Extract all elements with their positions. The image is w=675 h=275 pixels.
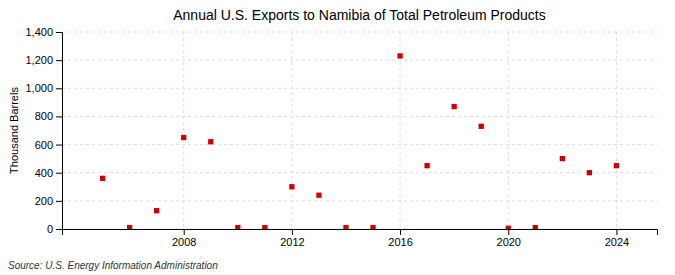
grid-line-x <box>291 32 292 229</box>
y-axis-tick-label: 1,400 <box>25 26 53 38</box>
x-axis-tick: 2008 <box>172 229 196 248</box>
grid-line-y <box>62 60 657 61</box>
y-axis-tick: 1,400 <box>25 26 62 38</box>
point <box>560 156 565 161</box>
x-axis-line <box>63 230 658 236</box>
y-axis-tick: 1,000 <box>25 82 62 94</box>
y-axis-tick-mark <box>56 201 62 202</box>
y-axis-tick: 600 <box>35 139 62 151</box>
point <box>208 139 213 144</box>
points <box>100 53 619 229</box>
y-axis-tick-mark <box>56 173 62 174</box>
y-axis-tick: 800 <box>35 110 62 122</box>
point <box>614 163 619 168</box>
x-axis-tick-mark <box>616 229 617 235</box>
x-axis-tick-label: 2016 <box>388 236 412 248</box>
point <box>262 225 267 229</box>
point <box>506 226 511 229</box>
grid-line-y <box>62 88 657 89</box>
point <box>181 135 186 140</box>
y-axis-title: Thousand Barrels <box>8 87 20 174</box>
x-axis-tick-label: 2020 <box>497 236 521 248</box>
y-axis-tick-mark <box>56 60 62 61</box>
x-axis-tick-mark <box>184 229 185 235</box>
grid-line-x <box>183 32 184 229</box>
y-axis-tick-mark <box>56 88 62 89</box>
y-axis-tick-label: 600 <box>35 139 53 151</box>
grid-line-y <box>62 32 657 33</box>
y-axis-tick-mark <box>56 32 62 33</box>
x-axis-tick-label: 2012 <box>280 236 304 248</box>
y-axis: 0 200 400 600 800 1,000 1,200 1,400 <box>25 26 62 235</box>
y-axis-tick: 400 <box>35 167 62 179</box>
source: Source: U.S. Energy Information Administ… <box>8 260 218 271</box>
grid <box>62 32 657 229</box>
point <box>100 176 105 181</box>
y-axis-tick-label: 400 <box>35 167 53 179</box>
y-axis-tick-label: 0 <box>47 223 53 235</box>
y-axis-tick: 200 <box>35 195 62 207</box>
point <box>587 170 592 175</box>
point <box>154 208 159 213</box>
grid-line-x <box>616 32 617 229</box>
grid-line-y <box>62 172 657 173</box>
y-axis-tick-label: 1,200 <box>25 54 53 66</box>
point <box>235 225 240 229</box>
x-axis-tick-label: 2008 <box>172 236 196 248</box>
grid-line-x <box>400 32 401 229</box>
grid-line-y <box>62 144 657 145</box>
x-axis: 2008 2012 2016 2020 2024 <box>63 229 658 248</box>
grid-line-y <box>62 116 657 117</box>
title: Annual U.S. Exports to Namibia of Total … <box>173 7 545 23</box>
y-axis-tick-label: 1,000 <box>25 82 53 94</box>
x-axis-tick: 2020 <box>497 229 521 248</box>
y-axis-tick: 0 <box>47 223 62 235</box>
point <box>479 124 484 129</box>
point <box>289 184 294 189</box>
y-axis-tick: 1,200 <box>25 54 62 66</box>
x-axis-tick: 2012 <box>280 229 304 248</box>
y-axis-tick-label: 200 <box>35 195 53 207</box>
point <box>370 225 375 229</box>
point <box>127 225 132 229</box>
x-axis-tick-mark <box>400 229 401 235</box>
y-axis-tick-mark <box>56 145 62 146</box>
point <box>343 225 348 229</box>
point <box>452 104 457 109</box>
chart: 2008 2012 2016 2020 2024 0 200 400 600 800 1,000 1,… <box>0 0 675 275</box>
x-axis-tick: 2024 <box>605 229 629 248</box>
point <box>316 193 321 198</box>
grid-line-y <box>62 200 657 201</box>
y-axis-tick-mark <box>56 229 62 230</box>
y-axis-tick-mark <box>56 116 62 117</box>
point <box>424 163 429 168</box>
plot: 2008 2012 2016 2020 2024 0 200 400 600 800 1,000 1,… <box>25 26 657 248</box>
y-axis-line <box>56 33 63 230</box>
x-axis-tick-mark <box>292 229 293 235</box>
grid-line-x <box>508 32 509 229</box>
y-axis-tick-label: 800 <box>35 110 53 122</box>
point <box>533 225 538 229</box>
x-axis-tick-mark <box>508 229 509 235</box>
x-axis-tick-label: 2024 <box>605 236 629 248</box>
x-axis-tick: 2016 <box>388 229 412 248</box>
point <box>397 53 402 58</box>
